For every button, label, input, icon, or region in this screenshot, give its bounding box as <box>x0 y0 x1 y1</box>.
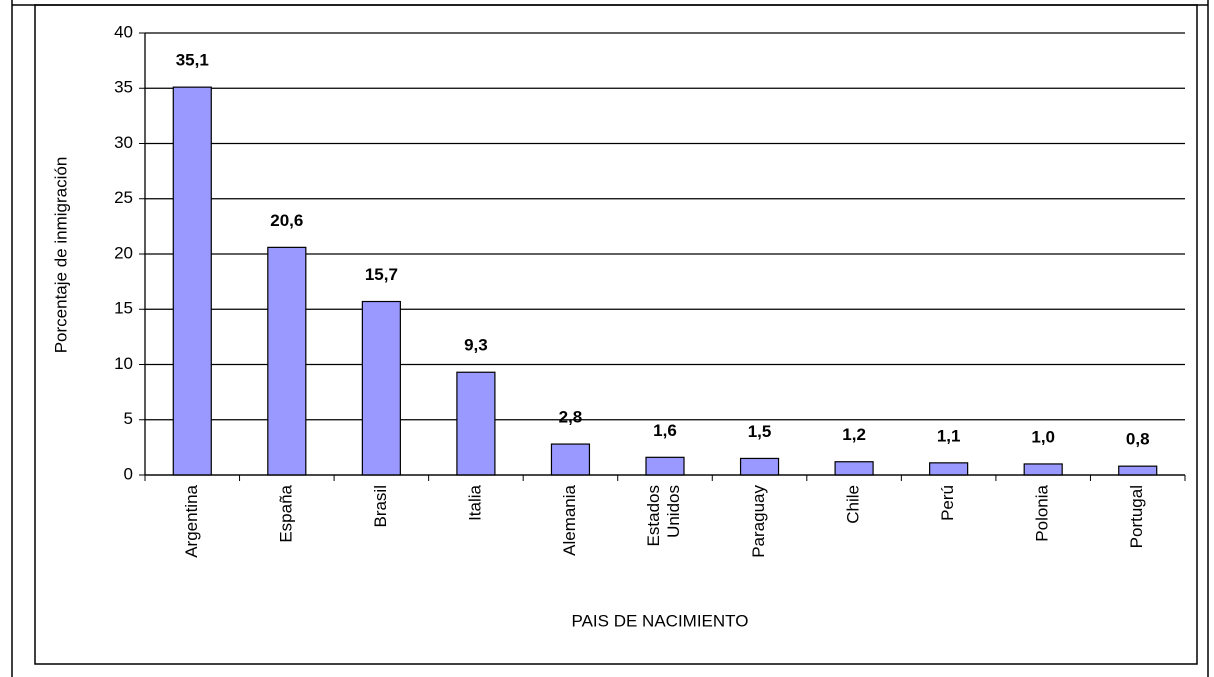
value-label: 15,7 <box>365 265 398 284</box>
x-axis-label: PAIS DE NACIMIENTO <box>572 611 749 630</box>
x-tick-label: Polonia <box>1033 484 1052 541</box>
bar <box>361 300 401 476</box>
y-tick-label: 40 <box>114 22 133 41</box>
bar <box>834 461 874 476</box>
y-tick-label: 5 <box>124 409 133 428</box>
bar <box>267 246 307 476</box>
y-axis-label: Porcentaje de inmigración <box>51 157 70 354</box>
value-label: 35,1 <box>176 51 209 70</box>
y-tick-label: 10 <box>114 354 133 373</box>
bar <box>1023 463 1063 476</box>
value-label: 1,1 <box>937 426 961 445</box>
x-tick-label: Brasil <box>371 485 390 528</box>
x-tick-label: España <box>276 484 295 542</box>
value-label: 9,3 <box>464 336 488 355</box>
bar <box>645 456 685 476</box>
bar <box>1118 465 1158 476</box>
value-label: 20,6 <box>270 211 303 230</box>
x-tick-label: Perú <box>938 485 957 521</box>
chart-border <box>34 4 1198 665</box>
bar <box>456 371 496 476</box>
y-tick-label: 30 <box>114 133 133 152</box>
y-tick-label: 20 <box>114 243 133 262</box>
bar <box>929 462 969 476</box>
y-tick-label: 15 <box>114 299 133 318</box>
bar <box>550 443 591 476</box>
y-tick-label: 0 <box>124 464 133 483</box>
x-tick-label: Chile <box>844 485 863 524</box>
value-label: 1,5 <box>748 422 772 441</box>
x-tick-label: Italia <box>465 484 484 520</box>
bar <box>739 457 780 476</box>
x-tick-label: Argentina <box>182 484 201 557</box>
value-label: 1,2 <box>842 425 866 444</box>
value-label: 1,6 <box>653 421 677 440</box>
value-label: 0,8 <box>1126 430 1150 449</box>
value-label: 2,8 <box>559 408 583 427</box>
bar <box>172 86 212 476</box>
x-tick-label: Alemania <box>560 484 579 555</box>
value-label: 1,0 <box>1031 427 1055 446</box>
y-tick-label: 25 <box>114 188 133 207</box>
x-tick-label: EstadosUnidos <box>644 485 683 546</box>
x-tick-label: Paraguay <box>749 485 768 558</box>
y-tick-label: 35 <box>114 78 133 97</box>
x-tick-label: Portugal <box>1127 485 1146 548</box>
